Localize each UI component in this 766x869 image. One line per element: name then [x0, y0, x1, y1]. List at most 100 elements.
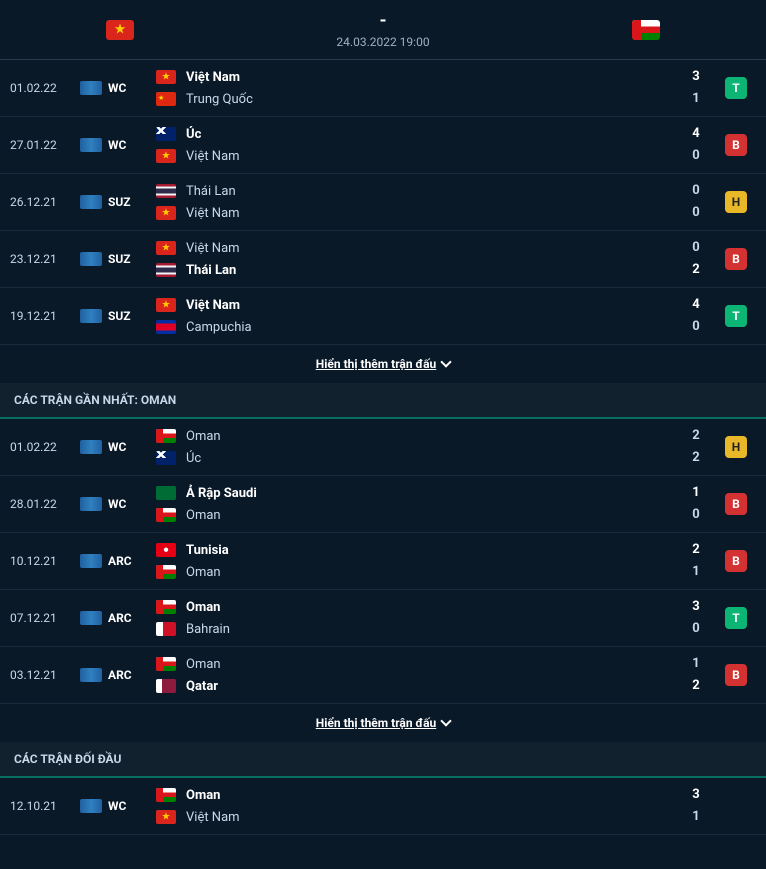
away-team-name: Oman: [186, 508, 221, 523]
show-more-button[interactable]: Hiển thị thêm trận đấu: [0, 345, 766, 383]
competition-code: SUZ: [108, 252, 148, 266]
competition-icon: [80, 440, 102, 454]
away-score: 0: [676, 504, 716, 526]
home-team-name: Tunisia: [186, 543, 229, 558]
show-more-button[interactable]: Hiển thị thêm trận đấu: [0, 704, 766, 742]
team-flag-icon: [156, 92, 176, 106]
header-center: - 24.03.2022 19:00: [220, 10, 546, 49]
match-scores: 40: [676, 123, 716, 167]
competition-icon: [80, 195, 102, 209]
team-flag-icon: [156, 451, 176, 465]
match-row[interactable]: 12.10.21WCOmanViệt Nam31: [0, 778, 766, 835]
away-team-flag: [632, 20, 660, 40]
match-date: 01.02.22: [10, 81, 80, 95]
team-flag-icon: [156, 241, 176, 255]
away-score: 2: [676, 259, 716, 281]
home-team-name: Ả Rập Saudi: [186, 486, 257, 501]
away-team-line: Úc: [156, 447, 676, 469]
match-row[interactable]: 23.12.21SUZViệt NamThái Lan02B: [0, 231, 766, 288]
chevron-down-icon: [441, 715, 452, 726]
away-score: 0: [676, 145, 716, 167]
team-flag-icon: [156, 508, 176, 522]
match-row[interactable]: 26.12.21SUZThái LanViệt Nam00H: [0, 174, 766, 231]
match-scores: 00: [676, 180, 716, 224]
home-score: 4: [676, 123, 716, 145]
home-team-flag: [106, 20, 134, 40]
result-badge: B: [725, 493, 747, 515]
home-flag-wrap: [20, 20, 220, 40]
team-flag-icon: [156, 600, 176, 614]
team-flag-icon: [156, 486, 176, 500]
away-team-line: Campuchia: [156, 316, 676, 338]
match-result: B: [716, 134, 756, 156]
match-row[interactable]: 03.12.21ARCOmanQatar12B: [0, 647, 766, 704]
match-teams: Oman Úc: [148, 425, 676, 469]
home-team-name: Việt Nam: [186, 241, 240, 256]
away-team-name: Thái Lan: [186, 263, 236, 278]
away-team-line: Bahrain: [156, 618, 676, 640]
competition-icon: [80, 81, 102, 95]
home-team-line: Úc: [156, 123, 676, 145]
home-score: 2: [676, 539, 716, 561]
team-flag-icon: [156, 206, 176, 220]
away-score: 0: [676, 202, 716, 224]
chevron-down-icon: [441, 356, 452, 367]
home-team-name: Oman: [186, 600, 220, 615]
match-result: H: [716, 191, 756, 213]
sections-container: 01.02.22WCViệt NamTrung Quốc31T27.01.22W…: [0, 60, 766, 835]
match-result: H: [716, 436, 756, 458]
match-result: B: [716, 493, 756, 515]
competition-code: SUZ: [108, 309, 148, 323]
match-result: B: [716, 664, 756, 686]
team-flag-icon: [156, 263, 176, 277]
home-score: 4: [676, 294, 716, 316]
match-row[interactable]: 01.02.22WCViệt NamTrung Quốc31T: [0, 60, 766, 117]
competition-icon-wrap: [80, 138, 108, 152]
away-score: 1: [676, 88, 716, 110]
match-result: T: [716, 305, 756, 327]
away-team-line: Thái Lan: [156, 259, 676, 281]
competition-code: SUZ: [108, 195, 148, 209]
match-row[interactable]: 07.12.21ARCOmanBahrain30T: [0, 590, 766, 647]
home-team-line: Oman: [156, 596, 676, 618]
header-datetime: 24.03.2022 19:00: [220, 35, 546, 49]
match-row[interactable]: 10.12.21ARCTunisiaOman21B: [0, 533, 766, 590]
match-teams: Việt Nam Thái Lan: [148, 237, 676, 281]
result-badge: T: [725, 77, 747, 99]
away-team-line: Việt Nam: [156, 145, 676, 167]
away-team-name: Campuchia: [186, 320, 252, 335]
match-scores: 31: [676, 784, 716, 828]
home-team-line: Ả Rập Saudi: [156, 482, 676, 504]
team-flag-icon: [156, 657, 176, 671]
home-team-name: Việt Nam: [186, 70, 240, 85]
competition-code: ARC: [108, 554, 148, 568]
match-row[interactable]: 28.01.22WCẢ Rập SaudiOman10B: [0, 476, 766, 533]
match-date: 26.12.21: [10, 195, 80, 209]
away-score: 0: [676, 316, 716, 338]
match-row[interactable]: 01.02.22WCOmanÚc22H: [0, 419, 766, 476]
away-team-name: Úc: [186, 451, 201, 466]
away-team-line: Việt Nam: [156, 202, 676, 224]
home-team-line: Oman: [156, 425, 676, 447]
away-score: 1: [676, 806, 716, 828]
team-flag-icon: [156, 298, 176, 312]
competition-icon-wrap: [80, 195, 108, 209]
result-badge: B: [725, 248, 747, 270]
result-badge: H: [725, 191, 747, 213]
match-header: - 24.03.2022 19:00: [0, 0, 766, 60]
home-score: 2: [676, 425, 716, 447]
home-team-line: Oman: [156, 653, 676, 675]
match-date: 01.02.22: [10, 440, 80, 454]
result-badge: H: [725, 436, 747, 458]
match-date: 28.01.22: [10, 497, 80, 511]
match-scores: 40: [676, 294, 716, 338]
away-score: 0: [676, 618, 716, 640]
home-team-line: Việt Nam: [156, 66, 676, 88]
away-team-line: Qatar: [156, 675, 676, 697]
competition-icon-wrap: [80, 668, 108, 682]
away-team-line: Việt Nam: [156, 806, 676, 828]
match-row[interactable]: 27.01.22WCÚcViệt Nam40B: [0, 117, 766, 174]
match-row[interactable]: 19.12.21SUZViệt NamCampuchia40T: [0, 288, 766, 345]
home-score: 1: [676, 482, 716, 504]
competition-icon: [80, 554, 102, 568]
